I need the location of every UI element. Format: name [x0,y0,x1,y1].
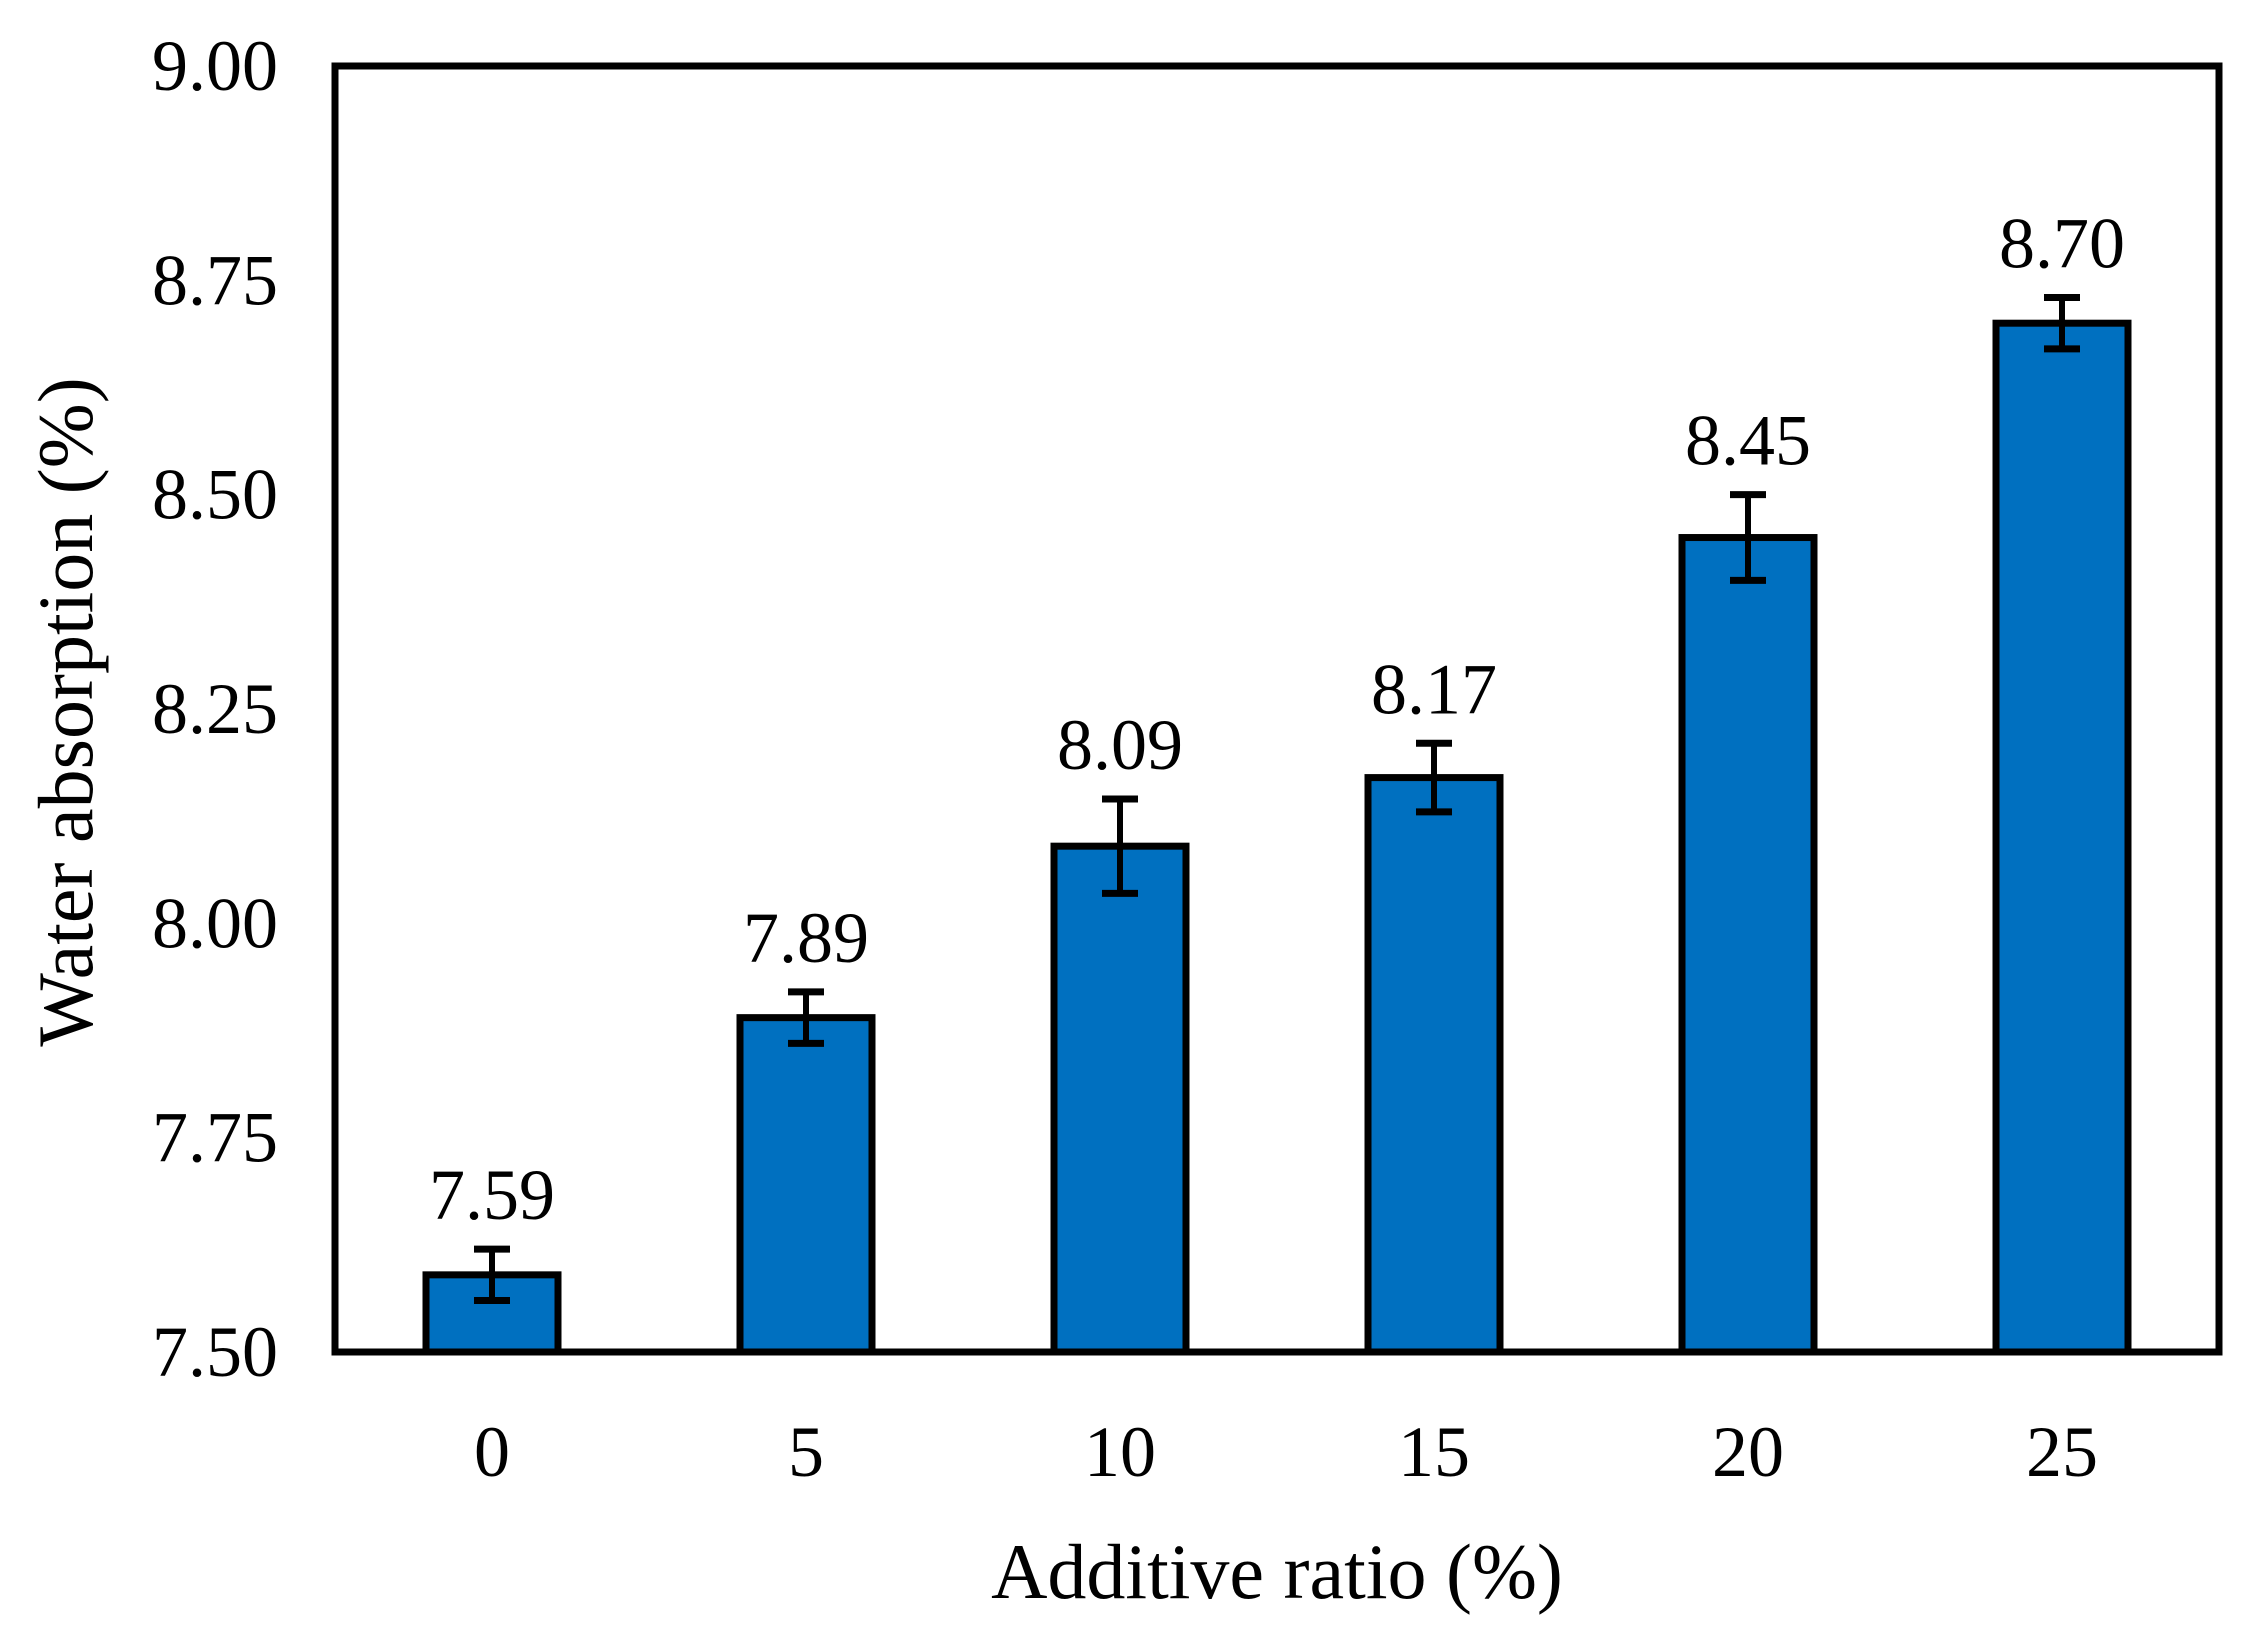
data-label: 7.89 [743,898,869,978]
bar-25 [1992,319,2132,1356]
x-tick-label: 25 [2026,1412,2098,1492]
x-tick-label: 15 [1398,1412,1470,1492]
data-label: 8.45 [1685,401,1811,481]
x-tick-label: 5 [788,1412,824,1492]
x-tick-label: 0 [474,1412,510,1492]
y-tick-label: 8.50 [152,455,278,535]
y-tick-label: 9.00 [152,26,278,106]
bar-5 [736,1014,876,1356]
bar-15 [1364,774,1504,1356]
plot-border [331,62,2223,1356]
data-label: 8.70 [1999,203,2125,283]
y-tick-label: 8.75 [152,240,278,320]
data-label: 8.17 [1371,649,1497,729]
y-tick-label: 8.25 [152,669,278,749]
data-label: 7.59 [429,1155,555,1235]
y-tick-label: 7.50 [152,1312,278,1392]
x-tick-label: 20 [1712,1412,1784,1492]
x-axis-title: Additive ratio (%) [991,1528,1563,1615]
y-tick-label: 8.00 [152,883,278,963]
y-tick-label: 7.75 [152,1098,278,1178]
data-label: 8.09 [1057,705,1183,785]
y-axis-title: Water absorption (%) [22,377,109,1047]
bar-10 [1050,842,1190,1356]
x-tick-label: 10 [1084,1412,1156,1492]
bar-20 [1678,534,1818,1356]
